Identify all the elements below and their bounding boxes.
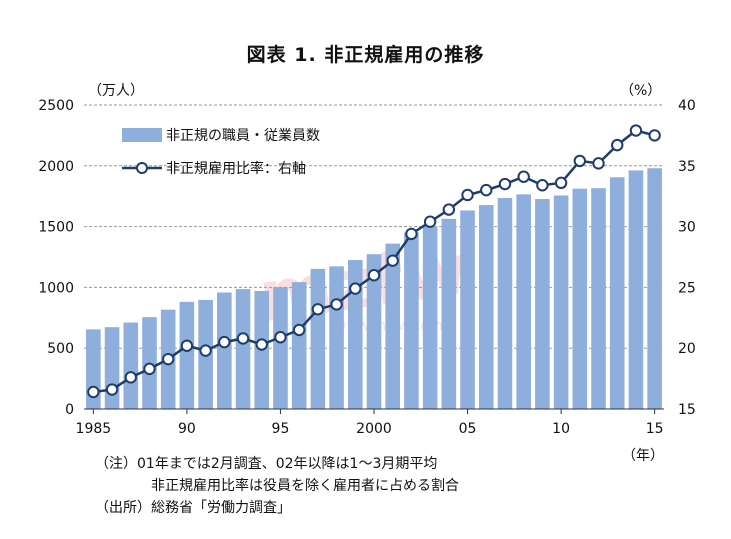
legend-line: 非正規雇用比率：右軸 [122, 158, 306, 178]
point-1990 [180, 339, 194, 352]
x-tick-label: 05 [459, 421, 477, 437]
bar-2012 [591, 188, 606, 409]
point-2009 [536, 179, 549, 192]
left-tick-label: 2500 [38, 98, 74, 114]
bar-2006 [478, 205, 494, 409]
x-tick-label: 2000 [356, 421, 392, 437]
bar-2002 [404, 232, 419, 409]
axes: 0 500 1000 1500 2000 2500 15 20 25 30 35 40 1985 90 95… [38, 98, 695, 437]
right-axis-unit: （%） [620, 83, 662, 99]
chart-title: 図表 1. 非正規雇用の推移 [246, 44, 485, 66]
x-axis-unit: （年） [622, 448, 664, 464]
left-axis-unit: （万人） [88, 83, 144, 99]
bar-series [86, 168, 662, 409]
bar-1987 [123, 322, 139, 409]
right-tick-label: 30 [678, 220, 696, 236]
legend-bar-label: 非正規の職員・従業員数 [166, 128, 320, 144]
bar-2001 [385, 243, 401, 409]
point-2007 [498, 177, 512, 191]
legend-bar-swatch [122, 128, 162, 142]
point-2015 [648, 129, 661, 142]
left-tick-label: 500 [47, 341, 74, 357]
bar-2008 [516, 194, 531, 409]
line-series [87, 124, 661, 399]
bar-1993 [235, 289, 251, 409]
right-tick-label: 35 [678, 159, 696, 175]
point-2006 [480, 183, 493, 197]
bar-2013 [609, 177, 625, 409]
point-1991 [199, 344, 212, 357]
bar-2003 [422, 226, 438, 409]
right-tick-label: 25 [678, 280, 696, 296]
x-tick-label: 95 [272, 421, 290, 437]
point-2001 [386, 254, 399, 267]
right-tick-label: 15 [678, 402, 696, 418]
bar-2009 [535, 198, 550, 409]
bar-2010 [553, 195, 569, 409]
left-tick-label: 2000 [38, 159, 74, 175]
right-tick-label: 20 [678, 341, 696, 357]
point-1992 [218, 335, 231, 349]
bar-1992 [217, 292, 232, 409]
point-1988 [143, 362, 156, 376]
legend-bar: 非正規の職員・従業員数 [122, 125, 320, 145]
point-2012 [592, 157, 605, 170]
point-2004 [442, 203, 456, 216]
point-2005 [461, 188, 474, 202]
left-tick-label: 0 [65, 402, 74, 418]
bar-1996 [291, 282, 307, 409]
note-1: （注）01年までは2月調査、02年以降は1～3月期平均 [95, 456, 438, 472]
point-1997 [311, 303, 325, 316]
left-tick-label: 1000 [38, 280, 74, 296]
bar-1999 [347, 260, 363, 409]
point-1994 [255, 338, 268, 351]
bar-1997 [310, 268, 326, 409]
bar-1990 [179, 301, 195, 409]
point-2011 [573, 154, 587, 168]
x-tick-label: 1985 [76, 421, 112, 437]
point-1998 [330, 298, 343, 311]
legend-line-label: 非正規雇用比率：右軸 [166, 161, 306, 177]
bar-1998 [329, 266, 344, 409]
bar-2015 [647, 168, 662, 409]
note-2: 非正規雇用比率は役員を除く雇用者に占める割合 [151, 478, 459, 494]
bar-2007 [497, 198, 513, 409]
x-tick-label: 90 [178, 421, 196, 437]
left-tick-label: 1500 [38, 220, 74, 236]
point-2010 [554, 176, 568, 190]
x-tick-label: 10 [552, 421, 570, 437]
legend-line-swatch [122, 162, 162, 174]
point-2014 [629, 124, 643, 137]
point-2002 [405, 227, 418, 241]
bar-2004 [441, 218, 457, 409]
point-2000 [367, 269, 381, 282]
x-tick-label: 15 [646, 421, 664, 437]
point-2003 [423, 215, 437, 228]
bar-2014 [628, 170, 644, 409]
point-1999 [349, 282, 362, 295]
bar-1995 [273, 287, 288, 409]
bar-2005 [460, 210, 475, 409]
point-1996 [292, 323, 306, 337]
source-note: （出所）総務省「労働力調査」 [95, 500, 291, 516]
point-1993 [236, 332, 250, 345]
bar-2000 [366, 254, 382, 409]
point-2008 [517, 170, 530, 183]
bar-2011 [572, 188, 588, 409]
right-tick-label: 40 [678, 98, 696, 114]
point-2013 [611, 138, 624, 152]
point-1995 [274, 331, 287, 344]
point-1987 [124, 371, 137, 384]
point-1989 [161, 352, 175, 366]
bar-1986 [104, 327, 120, 409]
point-1986 [105, 383, 119, 396]
point-1985 [87, 385, 100, 399]
